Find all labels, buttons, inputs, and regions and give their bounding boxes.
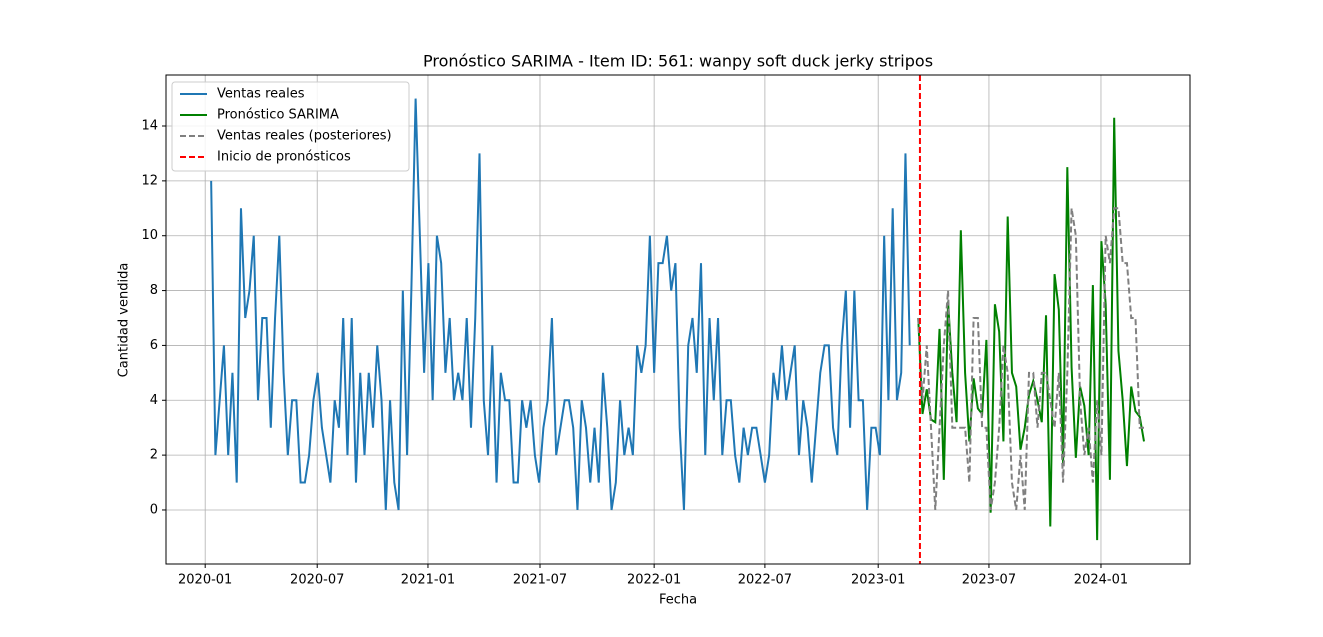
x-tick-label: 2024-01 (1074, 573, 1128, 588)
y-tick-label: 8 (150, 283, 158, 298)
y-tick-label: 14 (141, 119, 158, 134)
x-tick-label: 2021-07 (513, 573, 567, 588)
y-tick-label: 4 (150, 393, 158, 408)
y-tick-label: 2 (150, 448, 158, 463)
x-axis-label: Fecha (659, 593, 697, 608)
y-tick-label: 10 (141, 228, 158, 243)
legend-label: Ventas reales (217, 87, 305, 102)
series-line (917, 207, 1144, 511)
x-tick-label: 2022-07 (738, 573, 792, 588)
chart-title: Pronóstico SARIMA - Item ID: 561: wanpy … (423, 52, 933, 71)
plot-frame (165, 74, 1191, 565)
x-tick-label: 2023-07 (962, 573, 1016, 588)
x-tick-label: 2023-01 (851, 573, 905, 588)
y-axis-label: Cantidad vendida (117, 263, 132, 378)
legend-label: Inicio de pronósticos (217, 150, 351, 165)
y-tick-label: 0 (150, 502, 158, 517)
x-tick-label: 2020-01 (178, 573, 232, 588)
legend-label: Pronóstico SARIMA (217, 108, 339, 123)
x-tick-label: 2022-01 (627, 573, 681, 588)
y-tick-label: 6 (150, 338, 158, 353)
legend-label: Ventas reales (posteriores) (217, 129, 392, 144)
y-tick-label: 12 (141, 173, 158, 188)
x-tick-label: 2021-01 (401, 573, 455, 588)
series-line (917, 117, 1145, 541)
legend-box (171, 81, 410, 172)
x-tick-label: 2020-07 (290, 573, 344, 588)
series-line (210, 98, 911, 511)
